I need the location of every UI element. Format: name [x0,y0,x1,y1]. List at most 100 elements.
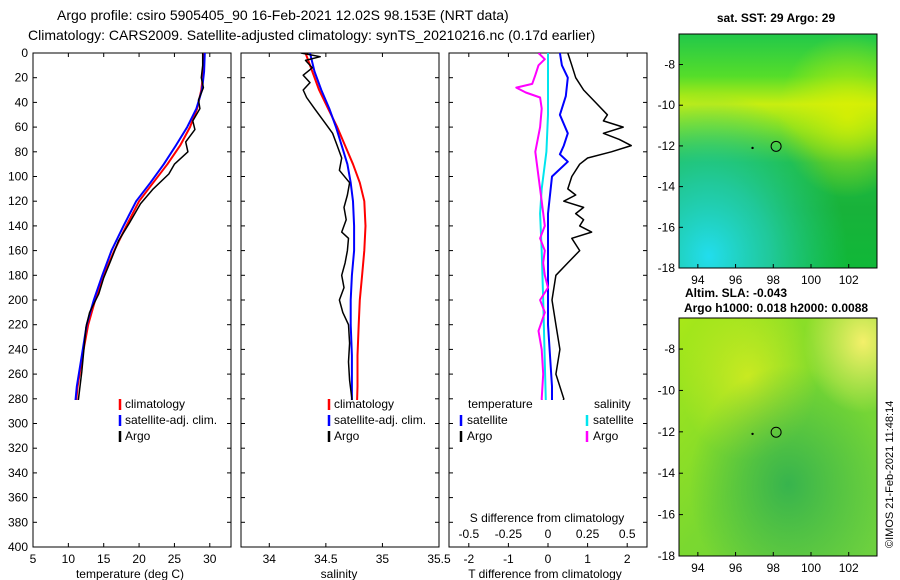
map-y-tick-label: -16 [658,220,676,234]
map-x-tick-label: 102 [839,561,859,575]
s-difference-tick-label: 0 [545,527,552,541]
sst-argo-track-dot [751,146,754,150]
x-tick-label: 10 [62,552,76,566]
sla-map-title: Altim. SLA: -0.043 [685,286,787,300]
series-line-temperature-satellite [547,53,569,400]
legend-climatology-label: climatology [125,397,185,411]
series-line-salinity-argo [515,53,549,400]
title-line-1: Argo profile: csiro 5905405_90 16-Feb-20… [57,7,509,23]
salinity-series [300,53,367,400]
map-y-tick-label: -14 [658,466,676,480]
salinity-x-axis: 34 34.5 35 35.5 [263,53,451,566]
x-tick-label: 5 [30,552,37,566]
x-tick-label: 2 [624,552,631,566]
legend-s-argo-label: Argo [593,429,619,443]
s-difference-label: S difference from climatology [470,511,625,525]
sst-argo-position-marker [770,140,782,152]
legend-t-argo-label: Argo [467,429,493,443]
salinity-legend: climatology satellite-adj. clim. Argo [327,397,426,443]
depth-tick-label: 400 [8,540,28,554]
legend-climatology-label: climatology [334,397,394,411]
sla-argo-track-dot [751,432,754,436]
depth-tick-label: 340 [8,466,28,480]
series-line-satellite-adj-clim- [309,53,356,400]
x-tick-label: 35 [376,552,390,566]
depth-tick-label: 360 [8,491,28,505]
sst-map-frame [678,33,878,269]
depth-tick-label: 280 [8,392,28,406]
legend-salinity-heading: salinity [594,397,631,411]
depth-tick-label: 140 [8,219,28,233]
legend-argo-label: Argo [334,429,360,443]
x-tick-label: 25 [168,552,182,566]
x-tick-label: 34 [263,552,277,566]
legend-satellite-label: satellite-adj. clim. [334,413,426,427]
map-y-tick-label: -14 [658,180,676,194]
depth-tick-label: 180 [8,268,28,282]
map-y-tick-label: -18 [658,549,676,563]
map-x-tick-label: 100 [801,561,821,575]
temperature-x-label: temperature (deg C) [76,567,184,580]
depth-tick-label: 220 [8,318,28,332]
legend-satellite-label: satellite-adj. clim. [125,413,217,427]
x-tick-label: -1 [503,552,514,566]
map-x-tick-label: 94 [691,273,705,287]
depth-tick-label: 100 [8,170,28,184]
x-tick-label: 35.5 [427,552,451,566]
series-line-temperature-argo [551,53,632,400]
t-difference-x-label: T difference from climatology [468,567,622,580]
depth-tick-label: 320 [8,441,28,455]
map-y-tick-label: -8 [664,58,675,72]
x-tick-label: 30 [203,552,217,566]
depth-tick-label: 120 [8,194,28,208]
salinity-x-label: salinity [321,567,358,580]
map-y-tick-label: -12 [658,425,676,439]
map-x-tick-label: 96 [729,561,743,575]
map-y-tick-label: -10 [658,98,676,112]
s-difference-axis: -0.5 -0.25 0 0.25 0.5 [458,527,635,541]
temperature-plot-frame [32,52,232,548]
depth-tick-label: 260 [8,367,28,381]
s-difference-tick-label: 0.5 [619,527,636,541]
series-line-salinity-satellite [539,53,549,400]
legend-t-satellite-label: satellite [467,413,508,427]
imos-watermark: ©IMOS 21-Feb-2021 11:48:14 [884,401,896,548]
series-line-argo [77,53,205,400]
map-x-tick-label: 98 [767,273,781,287]
legend-argo-label: Argo [125,429,151,443]
depth-tick-label: 40 [15,95,29,109]
depth-axis: 0 20 40 60 80 100 120 140 160 180 200 220 240 260 280 3… [8,46,647,554]
temperature-x-axis: 5 10 15 20 25 30 [30,53,217,566]
series-line-argo [300,53,353,400]
map-y-tick-label: -8 [664,342,675,356]
depth-tick-label: 20 [15,71,29,85]
temperature-series [74,53,206,400]
map-y-tick-label: -18 [658,261,676,275]
difference-legend-salinity: salinity satellite Argo [585,397,634,443]
x-tick-label: 1 [584,552,591,566]
sst-map-title: sat. SST: 29 Argo: 29 [717,11,836,25]
sst-map-axes: 94 96 98 100 102 -8 -10 -12 -14 -16 -18 [658,58,859,287]
sla-map-frame [678,317,878,557]
s-difference-tick-label: -0.5 [458,527,479,541]
map-x-tick-label: 94 [691,561,705,575]
map-y-tick-label: -16 [658,508,676,522]
depth-tick-label: 200 [8,293,28,307]
difference-legend-temperature: temperature satellite Argo [459,397,533,443]
s-difference-tick-label: -0.25 [495,527,523,541]
difference-series [515,53,632,400]
sla-map-subtitle: Argo h1000: 0.018 h2000: 0.0088 [684,301,868,315]
map-x-tick-label: 100 [801,273,821,287]
depth-tick-label: 0 [21,46,28,60]
map-y-tick-label: -12 [658,139,676,153]
x-tick-label: 0 [545,552,552,566]
map-x-tick-label: 98 [767,561,781,575]
depth-tick-label: 380 [8,515,28,529]
x-tick-label: 15 [97,552,111,566]
s-difference-tick-label: 0.25 [576,527,600,541]
legend-temperature-heading: temperature [468,397,533,411]
x-tick-label: 34.5 [314,552,338,566]
map-y-tick-label: -10 [658,383,676,397]
map-x-tick-label: 96 [729,273,743,287]
